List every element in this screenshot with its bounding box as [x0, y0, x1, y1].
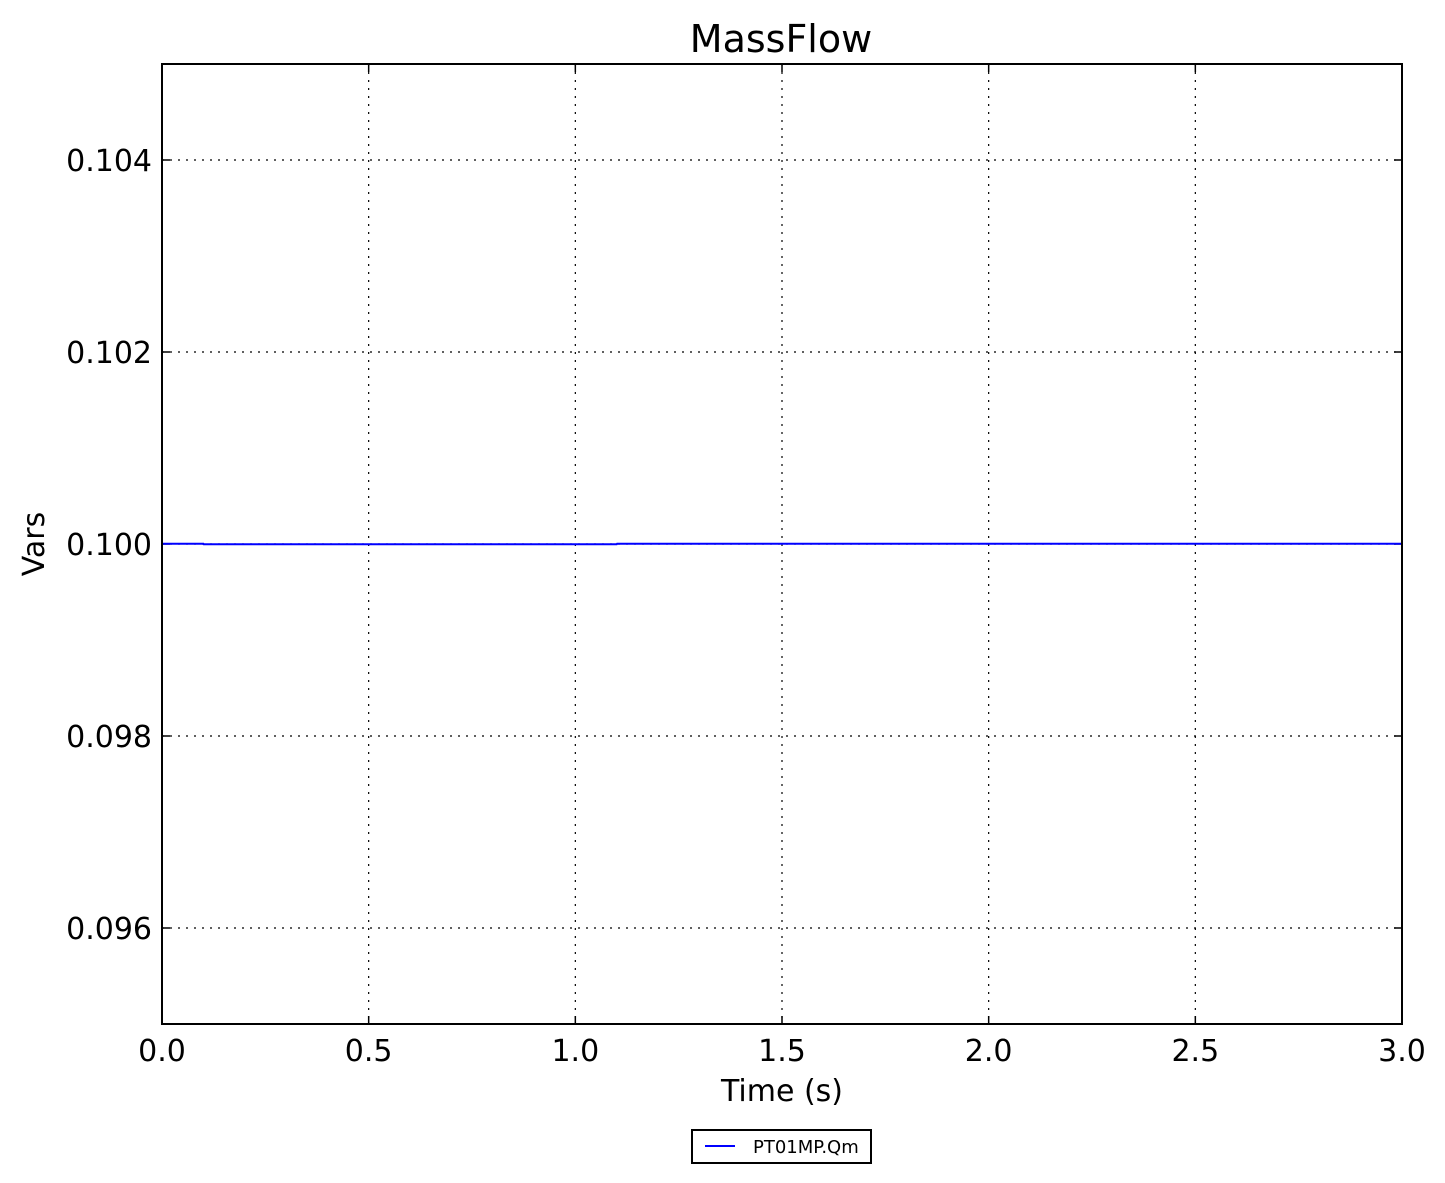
legend-label-pt01mp-qm: PT01MP.Qm [753, 1137, 859, 1158]
x-tick-label: 0.5 [345, 1034, 393, 1069]
series-layer [162, 542, 1402, 546]
x-axis-label: Time (s) [720, 1074, 843, 1109]
x-tick-label: 3.0 [1378, 1034, 1426, 1069]
y-tick-label: 0.098 [66, 720, 152, 755]
y-tick-label: 0.100 [66, 528, 152, 563]
x-tick-label: 1.0 [551, 1034, 599, 1069]
legend: PT01MP.Qm [691, 1129, 872, 1164]
ticks: 0.0 0.5 1.0 1.5 2.0 2.5 3.0 0.096 0.098 0.100 0.10… [66, 64, 1426, 1069]
x-tick-label: 0.0 [138, 1034, 186, 1069]
series-line-pt01mp-qm [162, 542, 1402, 546]
plot-frame [161, 63, 1403, 1025]
y-axis-label: Vars [17, 512, 52, 577]
x-tick-label: 2.0 [965, 1034, 1013, 1069]
chart-title: MassFlow [690, 17, 872, 61]
y-tick-label: 0.102 [66, 336, 152, 371]
y-tick-label: 0.096 [66, 912, 152, 947]
x-tick-label: 1.5 [758, 1034, 806, 1069]
x-tick-label: 2.5 [1171, 1034, 1219, 1069]
y-tick-label: 0.104 [66, 144, 152, 179]
